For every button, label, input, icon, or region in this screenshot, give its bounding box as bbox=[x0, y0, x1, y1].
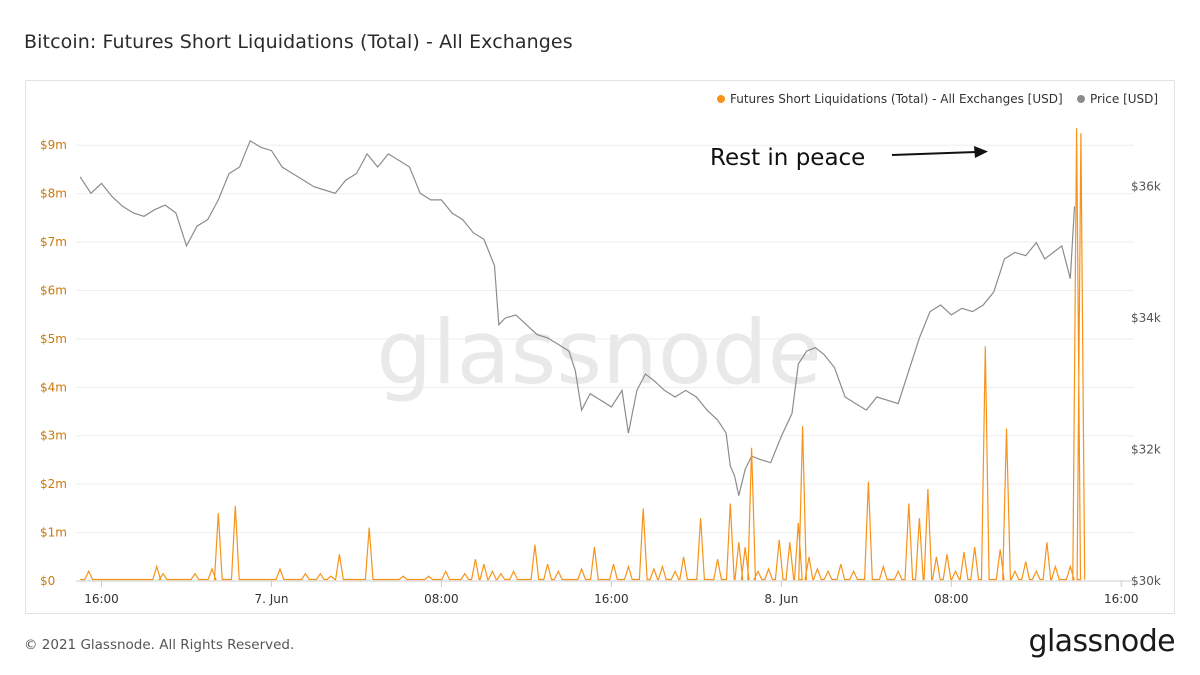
annotation-arrow-head bbox=[974, 146, 988, 158]
x-tick-label: 16:00 bbox=[1104, 592, 1139, 606]
left-y-tick-label: $9m bbox=[40, 138, 67, 152]
right-y-axis: $30k $32k $34k $36k bbox=[1131, 180, 1161, 588]
left-y-tick-label: $8m bbox=[40, 187, 67, 201]
left-y-axis: $0 $1m $2m $3m $4m $5m $6m $7m $8m $9m bbox=[40, 138, 67, 588]
x-tick-label: 16:00 bbox=[594, 592, 629, 606]
legend: Futures Short Liquidations (Total) - All… bbox=[717, 92, 1158, 106]
chart-svg: glassnode Futures Short Liquidations (To… bbox=[40, 92, 1161, 606]
legend-label: Futures Short Liquidations (Total) - All… bbox=[730, 92, 1063, 106]
liquidations-series-line bbox=[80, 128, 1086, 581]
left-y-tick-label: $4m bbox=[40, 380, 67, 394]
chart-frame: glassnode Futures Short Liquidations (To… bbox=[25, 80, 1175, 614]
x-tick-label: 16:00 bbox=[84, 592, 119, 606]
annotation-text: Rest in peace bbox=[710, 145, 865, 171]
right-y-tick-label: $32k bbox=[1131, 443, 1161, 457]
left-y-tick-label: $2m bbox=[40, 477, 67, 491]
legend-label: Price [USD] bbox=[1090, 92, 1158, 106]
right-y-tick-label: $36k bbox=[1131, 180, 1161, 194]
right-y-tick-label: $34k bbox=[1131, 311, 1161, 325]
annotation-arrow-line bbox=[891, 151, 977, 156]
left-y-tick-label: $6m bbox=[40, 283, 67, 297]
left-y-tick-label: $0 bbox=[40, 574, 55, 588]
page-title: Bitcoin: Futures Short Liquidations (Tot… bbox=[24, 31, 573, 53]
x-tick-label: 8. Jun bbox=[764, 592, 798, 606]
x-tick-label: 08:00 bbox=[934, 592, 969, 606]
legend-swatch bbox=[1077, 95, 1085, 103]
left-y-tick-label: $5m bbox=[40, 332, 67, 346]
grid-layer bbox=[76, 144, 1134, 582]
watermark-text: glassnode bbox=[376, 301, 822, 404]
x-tick-label: 7. Jun bbox=[254, 592, 288, 606]
left-y-tick-label: $7m bbox=[40, 235, 67, 249]
annotation: Rest in peace bbox=[710, 145, 988, 171]
price-series-line bbox=[79, 139, 1076, 496]
copyright-text: © 2021 Glassnode. All Rights Reserved. bbox=[24, 637, 295, 653]
brand-logo: glassnode bbox=[1028, 624, 1176, 659]
legend-swatch bbox=[717, 95, 725, 103]
right-y-tick-label: $30k bbox=[1131, 574, 1161, 588]
x-tick-label: 08:00 bbox=[424, 592, 459, 606]
left-y-tick-label: $1m bbox=[40, 526, 67, 540]
left-y-tick-label: $3m bbox=[40, 429, 67, 443]
